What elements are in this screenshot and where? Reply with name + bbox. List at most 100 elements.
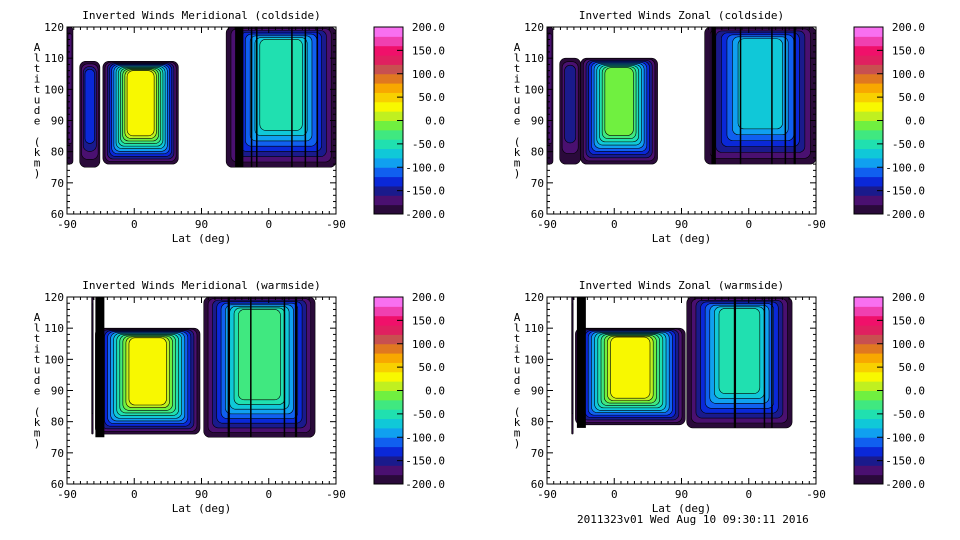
contour-stripe [771, 297, 773, 428]
x-axis-label: Lat (deg) [652, 502, 712, 515]
colorbar-swatch [854, 474, 883, 485]
colorbar-swatch [854, 36, 883, 47]
x-tick-label: 0 [611, 218, 618, 231]
colorbar-label: 150.0 [412, 314, 445, 327]
colorbar-swatch [374, 362, 403, 373]
contour-stripe [250, 27, 253, 168]
colorbar-swatch [854, 399, 883, 410]
colorbar-label: -50.0 [412, 138, 445, 151]
colorbar-swatch [374, 353, 403, 363]
colorbar-swatch [854, 362, 883, 373]
colorbar-swatch [854, 120, 883, 131]
y-tick-label: 60 [51, 478, 64, 491]
colorbar-swatch [374, 446, 403, 457]
colorbar-label: 100.0 [412, 338, 445, 351]
contour-stripe [739, 27, 742, 165]
contour-band [259, 38, 303, 131]
colorbar-swatch [854, 55, 883, 65]
colorbar-swatch [854, 353, 883, 363]
y-tick-label: 70 [531, 447, 544, 460]
colorbar-swatch [374, 399, 403, 410]
colorbar-label: -200.0 [885, 478, 925, 491]
x-tick-label: -90 [806, 488, 826, 501]
colorbar-swatch [374, 474, 403, 485]
colorbar-swatch [854, 148, 883, 159]
colorbar-label: 150.0 [412, 44, 445, 57]
colorbar-swatch [854, 418, 883, 429]
colorbar-swatch [854, 427, 883, 438]
contour-stripe [771, 27, 773, 165]
y-tick-label: 120 [524, 21, 544, 34]
colorbar-swatch [374, 325, 403, 335]
contour-band [564, 64, 577, 144]
colorbar-label: -200.0 [885, 208, 925, 221]
colorbar-swatch [854, 315, 883, 326]
colorbar-label: 50.0 [899, 91, 926, 104]
contour-stripe [227, 297, 230, 438]
x-tick-label: 0 [745, 488, 752, 501]
colorbar-swatch [854, 437, 883, 448]
x-tick-label: 0 [265, 488, 272, 501]
chart-title: Inverted Winds Zonal (warmside) [579, 279, 784, 292]
colorbar-swatch [374, 195, 403, 206]
colorbar-label: -150.0 [405, 455, 445, 468]
colorbar-label: 0.0 [425, 115, 445, 128]
colorbar-swatch [854, 381, 883, 391]
colorbar-swatch [854, 92, 883, 103]
colorbar-swatch [374, 101, 403, 112]
colorbar-swatch [374, 55, 403, 65]
colorbar-swatch [854, 185, 883, 196]
colorbar-swatch [854, 371, 883, 382]
colorbar-label: -150.0 [885, 185, 925, 198]
x-tick-label: 0 [131, 218, 138, 231]
colorbar-swatch [374, 465, 403, 476]
colorbar-label: 200.0 [412, 291, 445, 304]
colorbar-swatch [374, 427, 403, 438]
y-tick-label: 90 [51, 385, 64, 398]
x-tick-label: 0 [131, 488, 138, 501]
colorbar-swatch [854, 101, 883, 112]
colorbar-swatch [374, 157, 403, 168]
colorbar-swatch [854, 390, 883, 401]
y-tick-label: 80 [51, 416, 64, 429]
footer-timestamp: 2011323v01 Wed Aug 10 09:30:11 2016 [577, 513, 809, 526]
panel-3: Inverted Winds Zonal (warmside) 60 70 80 90 1… [514, 279, 925, 515]
y-tick-label: 90 [51, 115, 64, 128]
colorbar-label: 50.0 [899, 361, 926, 374]
y-tick-label: 120 [44, 291, 64, 304]
colorbar-swatch [374, 297, 403, 307]
y-tick-label: 110 [44, 52, 64, 65]
colorbar-swatch [854, 139, 883, 150]
colorbar-swatch [374, 455, 403, 466]
colorbar-label: -50.0 [412, 408, 445, 421]
colorbar-label: -100.0 [885, 161, 925, 174]
y-tick-label: 100 [44, 83, 64, 96]
colorbar-label: 100.0 [892, 338, 925, 351]
contour-band [547, 33, 553, 144]
contour-band [126, 70, 155, 137]
y-tick-label: 70 [531, 177, 544, 190]
contour-stripe [250, 297, 252, 438]
colorbar-label: -50.0 [892, 138, 925, 151]
colorbar-label: -150.0 [405, 185, 445, 198]
y-tick-label: 110 [44, 322, 64, 335]
y-tick-label: 70 [51, 177, 64, 190]
x-axis-label: Lat (deg) [172, 502, 232, 515]
colorbar-swatch [374, 315, 403, 326]
colorbar-swatch [374, 36, 403, 47]
contour-band [718, 308, 761, 394]
x-tick-label: -90 [806, 218, 826, 231]
y-tick-label: 60 [531, 208, 544, 221]
colorbar-label: 50.0 [419, 361, 446, 374]
contour-stripe [763, 297, 766, 428]
colorbar-swatch [854, 111, 883, 121]
colorbar-label: 0.0 [425, 385, 445, 398]
contour-band [84, 68, 95, 144]
x-tick-label: 0 [611, 488, 618, 501]
contour-band [571, 303, 574, 414]
colorbar-label: -200.0 [405, 208, 445, 221]
x-tick-label: 90 [675, 218, 688, 231]
